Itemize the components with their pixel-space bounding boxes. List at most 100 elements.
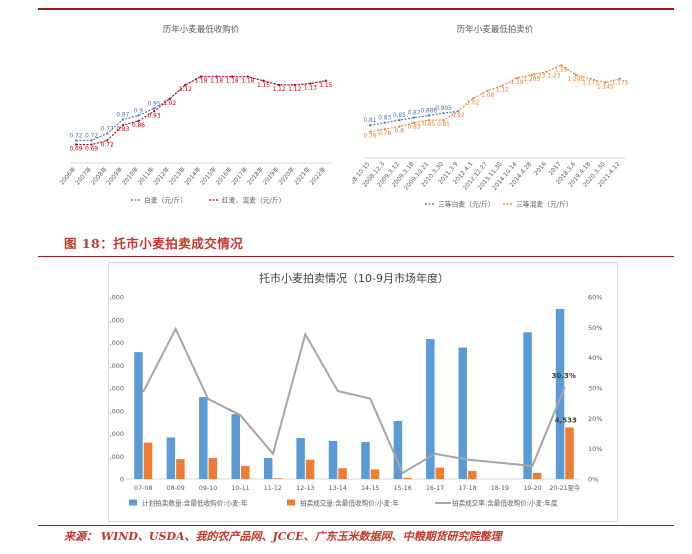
data-point (383, 127, 386, 131)
data-label: 0.905 (435, 106, 452, 112)
data-label: 0.87 (116, 113, 129, 119)
data-point (471, 97, 475, 100)
bar-traded (468, 471, 477, 479)
data-point (90, 139, 93, 142)
data-label: 0.9 (134, 108, 144, 114)
data-label: 0.81 (364, 118, 377, 124)
data-label: 0.69 (70, 147, 83, 153)
bar-planned (361, 442, 370, 479)
data-point (121, 124, 124, 127)
bar-traded (176, 459, 185, 479)
data-label: 1.175 (582, 81, 599, 87)
data-label: 0.85 (393, 113, 406, 119)
bar-planned (328, 440, 338, 479)
y-tick-label: 16,000 (109, 294, 124, 302)
bar-traded (565, 427, 574, 479)
data-label: 0.95 (148, 102, 161, 108)
data-label: 0.72 (85, 133, 98, 139)
data-point (413, 121, 416, 124)
legend-swatch (129, 499, 137, 506)
x-tick-label: 18-19 (491, 485, 509, 492)
bar-traded (338, 468, 347, 479)
data-label: 0.69 (85, 147, 98, 153)
data-label: 1.15 (320, 83, 333, 89)
data-point (383, 121, 386, 124)
data-label: 0.72 (101, 142, 114, 148)
data-point (413, 116, 416, 119)
x-tick-label: 2022年 (308, 165, 328, 186)
data-label: 0.83 (116, 127, 129, 133)
x-tick-label: 15-16 (393, 485, 411, 492)
chart-title: 历年小麦最低拍卖价 (457, 24, 534, 35)
data-point (231, 75, 234, 78)
y-tick-label: 4,000 (109, 430, 124, 438)
volume-annotation: 4,533 (555, 416, 577, 424)
data-point (184, 83, 187, 87)
data-label: 0.86 (132, 123, 145, 129)
data-point (560, 64, 563, 67)
data-label: 0.76 (364, 134, 377, 140)
data-label: 1.18 (210, 79, 223, 85)
bar-traded (305, 459, 315, 479)
data-point (199, 75, 203, 78)
data-point (153, 107, 156, 110)
y2-tick-label: 50% (588, 324, 602, 332)
x-tick-label: 11-12 (264, 485, 282, 492)
bar-traded (403, 477, 412, 479)
bar-planned (555, 308, 565, 479)
bar-planned (296, 438, 305, 479)
y-tick-label: 8,000 (109, 385, 124, 393)
data-point (74, 139, 78, 142)
data-label: 1.02 (466, 100, 479, 106)
data-label: 0.93 (148, 113, 161, 119)
data-point (368, 130, 372, 133)
bar-traded (435, 467, 445, 479)
bar-planned (231, 414, 240, 479)
bar-planned (393, 420, 403, 479)
data-point (427, 114, 430, 117)
data-point (106, 139, 109, 142)
data-point (368, 124, 372, 127)
data-point (262, 79, 265, 82)
data-label: 0.886 (421, 109, 438, 115)
bar-planned (199, 397, 208, 479)
data-point (74, 143, 78, 146)
series-line (369, 64, 621, 133)
y2-tick-label: 40% (588, 354, 602, 362)
legend-label: 红麦、混麦（元/斤） (222, 196, 285, 205)
y2-tick-label: 0% (588, 476, 598, 484)
data-point (278, 83, 281, 87)
chart-title: 托市小麦拍卖情况（10-9月市场年度） (259, 271, 449, 285)
bar-planned (263, 457, 273, 479)
data-point (515, 76, 519, 80)
data-point (106, 132, 109, 135)
y2-tick-label: 20% (588, 415, 602, 423)
x-tick-label: 08-09 (166, 485, 184, 492)
chart-auction-box: 托市小麦拍卖情况（10-9月市场年度） 0 2,000 4,000 6,000 8,000… (101, 262, 618, 522)
legend-label: 计划拍卖数量:含最低收购价:小麦:年 (142, 499, 248, 508)
data-label: 1.18 (241, 79, 254, 85)
chart-title: 历年小麦最低收购价 (163, 24, 240, 35)
rate-annotation: 30.3% (552, 372, 576, 380)
data-point (604, 81, 607, 84)
data-label: 1.18 (226, 79, 239, 85)
rate-line (142, 326, 566, 475)
bar-traded (241, 465, 250, 479)
data-label: 1.12 (273, 87, 286, 93)
data-point (246, 75, 249, 78)
chart-min-auction-price: 历年小麦最低拍卖价 2008.10.15 2008.12.3 2009.3.12 200… (344, 12, 658, 227)
bar-traded (273, 478, 282, 479)
x-tick-label: 12-13 (296, 485, 314, 492)
data-label: 0.77 (101, 126, 114, 132)
source-note: 来源： WIND、USDA、我的农产品网、JCCE、广东玉米数据网、中粮期货研究… (64, 530, 502, 543)
data-point (309, 82, 312, 85)
x-tick-label: 19-20 (523, 485, 541, 492)
y-tick-label: 6,000 (109, 407, 124, 415)
data-point (501, 84, 504, 87)
data-point (324, 79, 328, 82)
top-rule (38, 8, 674, 10)
data-point (398, 125, 401, 128)
data-label: 1.18 (511, 80, 524, 86)
legend-label: 三等白麦（元/斤） (438, 200, 495, 209)
x-tick-label: 2016 (533, 161, 548, 177)
